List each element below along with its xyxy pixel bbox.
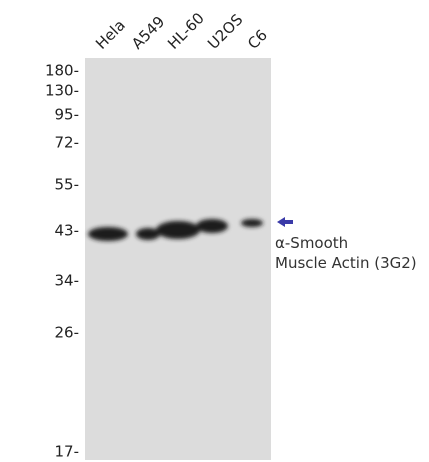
marker-label: 34- (55, 272, 80, 290)
marker-labels: 180- 130- 95- 72- 55- 43- 34- 26- 17- (45, 62, 79, 461)
blot-membrane (85, 58, 271, 460)
arrow (277, 217, 293, 227)
lane-label: HL-60 (164, 9, 208, 53)
marker-label: 17- (55, 443, 80, 461)
band (88, 227, 128, 241)
annotation-line: Muscle Actin (3G2) (275, 254, 417, 272)
lane-label: C6 (244, 26, 271, 53)
annotation-line: α-Smooth (275, 234, 348, 252)
western-blot-figure: Hela A549 HL-60 U2OS C6 180- 130- 95- 72… (0, 0, 429, 462)
marker-label: 43- (55, 222, 80, 240)
band (156, 221, 200, 239)
marker-label: 26- (55, 324, 80, 342)
marker-label: 95- (55, 106, 80, 124)
marker-label: 130- (45, 82, 79, 100)
band (196, 219, 228, 233)
band (241, 219, 263, 227)
marker-label: 180- (45, 62, 79, 80)
lane-label: A549 (128, 13, 168, 53)
lane-label: U2OS (204, 11, 246, 53)
marker-label: 55- (55, 176, 80, 194)
lane-label: Hela (92, 16, 129, 53)
marker-label: 72- (55, 134, 80, 152)
lane-labels: Hela A549 HL-60 U2OS C6 (92, 9, 271, 53)
